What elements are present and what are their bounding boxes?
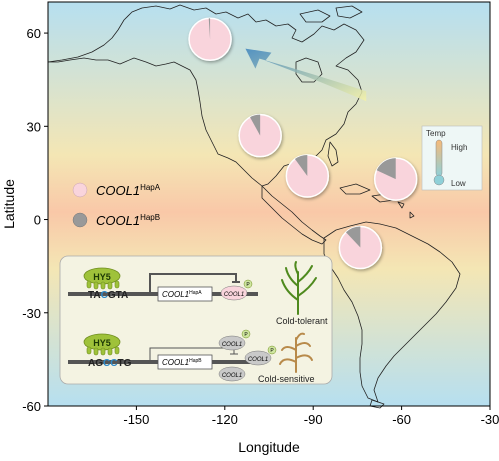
pie-slice-hapB	[208, 18, 211, 40]
pie-slice-hapB	[294, 155, 308, 177]
y-tick-label: 30	[27, 119, 41, 134]
phospho-tolerant	[243, 279, 253, 289]
protein-tolerant	[220, 285, 248, 301]
protein-sensitive-label-2: COOL1	[248, 357, 268, 363]
thermometer-tube	[435, 139, 443, 177]
y-tick-label: -30	[22, 306, 41, 321]
haplotype-legend: COOL1HapA COOL1HapB	[72, 182, 161, 228]
hy5-tolerant-label: HY5	[93, 272, 111, 282]
thermometer-box	[421, 125, 483, 191]
thermometer-high-label: High	[451, 143, 467, 152]
phospho-sensitive-label-1: P	[244, 332, 248, 338]
wilted-plant-icon	[279, 332, 313, 373]
motif-tolerant: TACGTA	[88, 290, 128, 301]
phospho-tolerant-label: P	[246, 282, 250, 288]
healthy-plant-icon	[281, 261, 317, 315]
y-tick-label: 0	[34, 213, 41, 228]
activation-arrow-tolerant	[149, 273, 240, 294]
site-pie-2	[238, 113, 282, 158]
y-axis-title: Latitude	[1, 179, 17, 229]
molecular-model-inset: HY5 TACGTA COOL1HapA COOL1 P Cold-t	[59, 255, 333, 385]
pie-slice-hapB	[376, 158, 396, 180]
phenotype-sensitive: Cold-sensitive	[258, 374, 315, 384]
thermometer-bulb	[433, 174, 445, 186]
temperature-legend: Temp High Low	[421, 125, 483, 191]
gene-label-tolerant: COOL1HapA	[162, 290, 202, 299]
tolerant-row: HY5 TACGTA COOL1HapA COOL1 P Cold-t	[68, 261, 328, 326]
pie-slice-hapB	[345, 226, 361, 248]
protein-sensitive-cluster: COOL1 COOL1 COOL1 P P	[218, 329, 277, 382]
pie-slice-hapB	[250, 114, 261, 136]
site-pie-1	[188, 17, 232, 62]
activation-arrow-sensitive	[149, 347, 238, 362]
sensitive-row: HY5 AGCCTG COOL1HapB COOL1 COOL1 COOL1 P…	[68, 329, 315, 384]
gene-label-sensitive: COOL1HapB	[162, 358, 202, 367]
site-pie-3	[285, 154, 330, 198]
x-tick-label: -30	[481, 412, 499, 427]
phospho-sensitive-label-2: P	[270, 348, 274, 354]
x-axis-title: Longitude	[238, 439, 300, 455]
gene-box-sensitive	[157, 354, 213, 370]
gene-box-tolerant	[157, 286, 213, 302]
legend-hapA-swatch	[72, 182, 88, 198]
haplotype-pies	[188, 17, 418, 270]
protein-sensitive-label-1: COOL1	[222, 342, 242, 348]
y-axis-ticks: 60 30 0 -30 -60	[22, 26, 48, 414]
y-tick-label: -60	[22, 399, 41, 414]
motif-sensitive: AGCCTG	[88, 358, 132, 369]
x-tick-label: -60	[392, 412, 411, 427]
site-pie-4	[373, 157, 418, 201]
protein-tolerant-label: COOL1	[224, 292, 244, 298]
plot-frame	[47, 1, 491, 407]
x-axis-ticks: -150 -120 -90 -60 -30	[123, 406, 499, 427]
legend-hapB-label: COOL1HapB	[96, 213, 160, 228]
thermometer-low-label: Low	[451, 179, 466, 188]
x-tick-label: -90	[304, 412, 323, 427]
y-tick-label: 60	[27, 26, 41, 41]
hy5-sensitive-label: HY5	[93, 338, 111, 348]
migration-arrow	[245, 48, 367, 102]
legend-hapA-label: COOL1HapA	[96, 183, 161, 198]
thermometer-title: Temp	[426, 129, 446, 138]
legend-hapB-swatch	[72, 212, 88, 228]
x-tick-label: -120	[212, 412, 238, 427]
x-tick-label: -150	[123, 412, 149, 427]
protein-sensitive-label-3: COOL1	[222, 373, 242, 379]
phenotype-tolerant: Cold-tolerant	[276, 316, 328, 326]
site-pie-5	[338, 225, 383, 270]
